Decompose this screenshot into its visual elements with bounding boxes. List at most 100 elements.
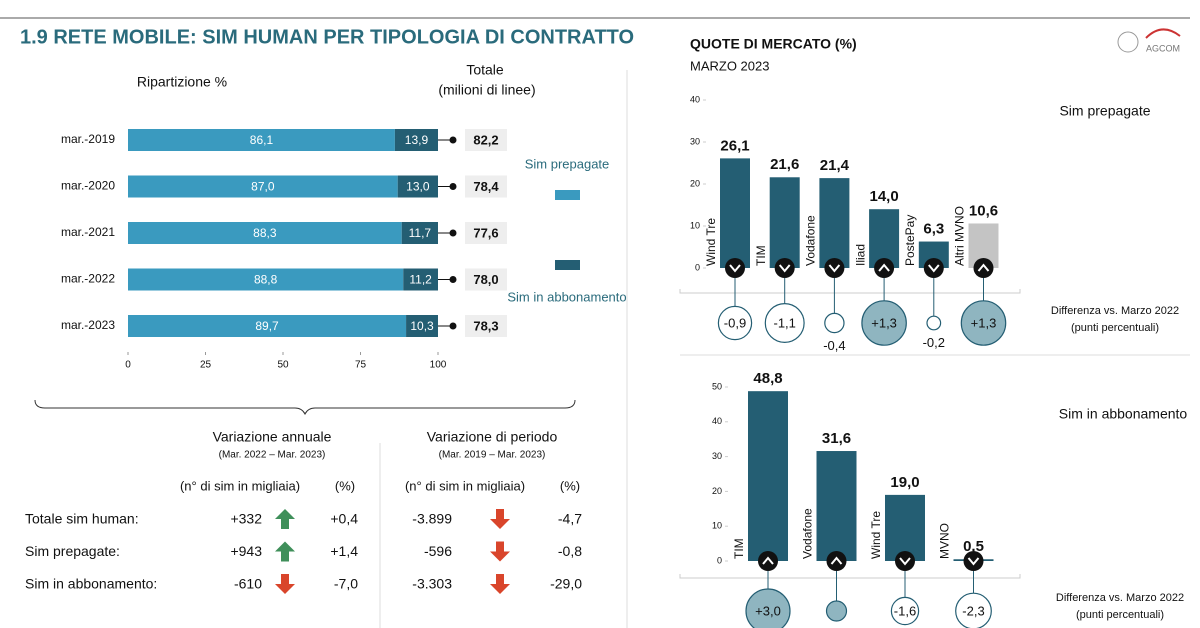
diff-label: -0,4 bbox=[823, 338, 845, 353]
chevron-badge bbox=[758, 551, 778, 571]
chevron bbox=[762, 556, 774, 565]
cell: -596 bbox=[424, 543, 452, 559]
arrow-down bbox=[490, 541, 510, 562]
column-header: (n° di sim in migliaia) bbox=[405, 478, 525, 493]
diff-bubble bbox=[764, 303, 805, 344]
arrow-up bbox=[275, 509, 295, 529]
diff-axis bbox=[679, 289, 1021, 294]
chevron bbox=[899, 557, 911, 566]
x-tick-label: 100 bbox=[430, 360, 447, 371]
chart-subtitle: MARZO 2023 bbox=[690, 58, 769, 73]
diff-title: Differenza vs. Marzo 2022 bbox=[1051, 305, 1179, 317]
chevron bbox=[729, 264, 741, 273]
chart-title: Ripartizione % bbox=[137, 74, 227, 90]
y-tick-label: 10 bbox=[690, 220, 700, 230]
chevron-badge bbox=[874, 258, 895, 278]
chart-label: Sim prepagate bbox=[1059, 103, 1150, 119]
total-box bbox=[465, 222, 507, 244]
cell: -7,0 bbox=[334, 576, 358, 592]
bar-label: 11,2 bbox=[409, 273, 432, 287]
chevron-badge bbox=[774, 258, 795, 278]
category-label: Vodafone bbox=[804, 215, 818, 266]
cell: -29,0 bbox=[550, 576, 582, 592]
arrow-down bbox=[275, 574, 295, 594]
bar-segment bbox=[394, 129, 438, 151]
bar-segment bbox=[128, 222, 402, 244]
arrow-up bbox=[275, 541, 295, 562]
chevron-badge bbox=[824, 258, 845, 278]
legend-label: Sim prepagate bbox=[525, 156, 610, 171]
value-label: 6,3 bbox=[923, 221, 944, 238]
y-tick-label: 50 bbox=[712, 381, 722, 391]
row-label: Sim in abbonamento: bbox=[25, 576, 157, 592]
bar-label: 87,0 bbox=[251, 180, 275, 194]
total-label: 77,6 bbox=[473, 225, 498, 240]
chevron bbox=[830, 556, 843, 565]
legend-swatch bbox=[555, 260, 580, 270]
total-box bbox=[465, 129, 507, 151]
logo: AGCOM bbox=[1146, 43, 1180, 53]
totals-title: Totale bbox=[466, 62, 504, 78]
diff-bubble bbox=[955, 592, 992, 628]
section-period: (Mar. 2022 – Mar. 2023) bbox=[219, 450, 326, 461]
legend-label: Sim in abbonamento bbox=[507, 289, 626, 304]
chevron-badge bbox=[895, 551, 915, 571]
y-tick-label: 0 bbox=[717, 555, 722, 565]
row-label: mar.-2023 bbox=[61, 318, 115, 332]
chevron-badge bbox=[725, 258, 745, 278]
value-label: 21,6 bbox=[770, 156, 799, 173]
diff-title: Differenza vs. Marzo 2022 bbox=[1056, 592, 1184, 604]
bar-segment bbox=[128, 129, 395, 151]
bar-segment bbox=[406, 315, 438, 337]
section-title: Variazione di periodo bbox=[427, 429, 558, 445]
value-label: 14,0 bbox=[869, 188, 898, 205]
row-label: mar.-2021 bbox=[61, 225, 115, 239]
diff-label: -1,6 bbox=[894, 603, 916, 618]
diff-bubble bbox=[861, 300, 907, 346]
diff-bubble bbox=[960, 300, 1007, 346]
cell: +1,4 bbox=[330, 543, 358, 559]
bar bbox=[816, 451, 857, 561]
bar-segment bbox=[397, 175, 438, 198]
diff-label: -2,3 bbox=[962, 603, 984, 618]
chevron-badge bbox=[826, 551, 847, 571]
diff-subtitle: (punti percentuali) bbox=[1076, 609, 1164, 621]
y-tick-label: 30 bbox=[712, 451, 722, 461]
row-label: Sim prepagate: bbox=[25, 543, 120, 559]
logo-emblem bbox=[1117, 31, 1139, 53]
diff-bubble bbox=[825, 600, 848, 622]
section-period: (Mar. 2019 – Mar. 2023) bbox=[439, 450, 546, 461]
value-label: 19,0 bbox=[890, 474, 919, 491]
bar-segment bbox=[401, 222, 438, 244]
total-box bbox=[465, 268, 507, 291]
category-label: Wind Tre bbox=[704, 218, 718, 266]
category-label: TIM bbox=[754, 245, 768, 266]
row-label: Totale sim human: bbox=[25, 511, 139, 527]
diff-axis bbox=[679, 574, 1021, 579]
diff-bubble bbox=[824, 312, 845, 334]
totals-subtitle: (milioni di linee) bbox=[438, 82, 535, 98]
total-label: 78,0 bbox=[473, 272, 498, 287]
column-header: (n° di sim in migliaia) bbox=[180, 478, 300, 493]
bar bbox=[819, 178, 850, 268]
category-label: TIM bbox=[732, 538, 746, 559]
value-label: 31,6 bbox=[822, 430, 851, 447]
bar-segment bbox=[403, 268, 438, 291]
diff-bubble bbox=[745, 588, 791, 628]
chevron bbox=[828, 264, 841, 273]
column-header: (%) bbox=[560, 478, 580, 493]
value-label: 26,1 bbox=[720, 137, 749, 154]
y-tick-label: 20 bbox=[712, 486, 722, 496]
cell: -0,8 bbox=[558, 543, 582, 559]
bar-label: 89,7 bbox=[255, 319, 279, 333]
y-tick-label: 40 bbox=[690, 94, 700, 104]
cell: -610 bbox=[234, 576, 262, 592]
column-header: (%) bbox=[335, 478, 355, 493]
diff-label: +1,0 bbox=[824, 626, 850, 628]
bar-label: 11,7 bbox=[409, 226, 432, 240]
diff-label: +3,0 bbox=[755, 603, 781, 618]
category-label: PostePay bbox=[903, 215, 917, 266]
diff-bubble bbox=[890, 596, 920, 626]
category-label: Altri MVNO bbox=[953, 206, 967, 266]
